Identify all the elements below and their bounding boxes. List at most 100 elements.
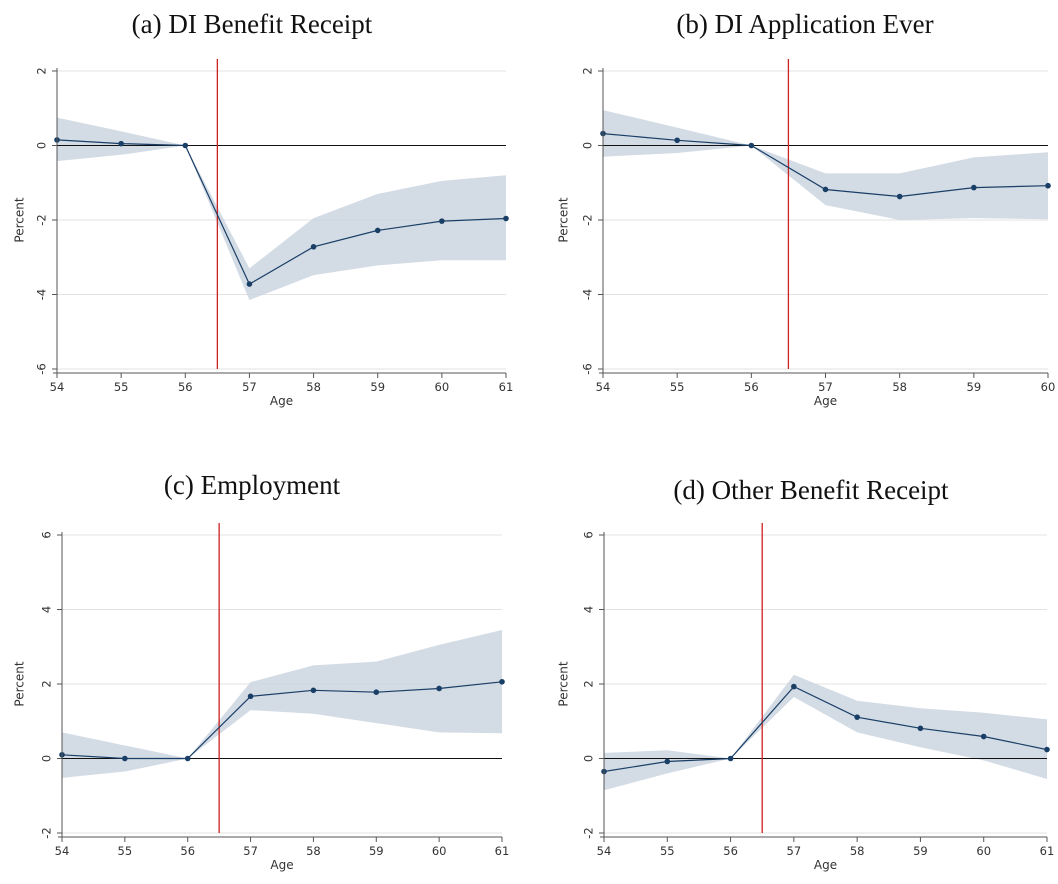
- x-tick-label: 57: [242, 380, 257, 394]
- confidence-band: [62, 630, 502, 778]
- panel-0: (a) DI Benefit Receipt -6 -4 -2 0 2 54 55 56 57 58…: [13, 9, 514, 408]
- estimate-point: [118, 140, 124, 147]
- estimate-point: [373, 689, 380, 695]
- x-tick-label: 60: [435, 380, 450, 394]
- estimate-point: [1044, 746, 1050, 753]
- x-tick-label: 57: [787, 844, 802, 858]
- y-tick-label: 6: [40, 531, 54, 538]
- y-tick-label: 2: [582, 680, 596, 687]
- confidence-band: [603, 110, 1048, 220]
- panel-title: (c) Employment: [164, 470, 341, 500]
- estimate-point: [980, 733, 987, 740]
- estimate-point: [247, 693, 254, 700]
- y-axis-label: Percent: [13, 661, 27, 706]
- x-tick-label: 55: [114, 380, 129, 394]
- x-tick-label: 54: [596, 380, 611, 394]
- panel-2: (c) Employment -2 0 2 4 6 54 55 56 57 58 59 60 61 Age P…: [13, 470, 510, 872]
- estimate-point: [896, 193, 903, 200]
- y-tick-label: -2: [582, 827, 596, 838]
- estimate-point: [1045, 182, 1051, 189]
- x-tick-label: 59: [967, 380, 982, 394]
- estimate-point: [822, 186, 829, 193]
- y-tick-label: 4: [582, 606, 596, 613]
- estimate-point: [310, 244, 317, 250]
- x-tick-label: 59: [369, 844, 384, 858]
- estimate-point: [674, 137, 680, 144]
- y-tick-label: 6: [582, 531, 596, 538]
- y-tick-label: -2: [35, 214, 49, 225]
- x-tick-label: 57: [243, 844, 258, 858]
- estimate-point: [182, 142, 189, 149]
- confidence-band: [57, 117, 506, 301]
- y-axis-label: Percent: [13, 197, 27, 242]
- x-tick-label: 56: [180, 844, 195, 858]
- x-tick-label: 56: [723, 844, 738, 858]
- x-tick-label: 60: [1041, 380, 1056, 394]
- x-tick-label: 58: [850, 844, 865, 858]
- x-tick-label: 55: [118, 844, 133, 858]
- x-tick-label: 56: [178, 380, 193, 394]
- estimate-line: [61, 681, 503, 760]
- panel-1: (b) DI Application Ever -6 -4 -2 0 2 54 55 56 57 5…: [557, 9, 1056, 408]
- x-tick-label: 54: [597, 844, 612, 858]
- y-tick-label: 0: [40, 755, 54, 762]
- estimate-point: [791, 683, 797, 690]
- estimate-point: [436, 685, 442, 692]
- y-axis-label: Percent: [557, 661, 571, 706]
- x-axis-label: Age: [270, 858, 293, 872]
- x-tick-label: 58: [892, 380, 907, 394]
- y-tick-label: 4: [40, 606, 54, 613]
- x-tick-label: 55: [670, 380, 685, 394]
- estimate-point: [499, 678, 505, 685]
- x-tick-label: 57: [818, 380, 833, 394]
- x-tick-label: 59: [370, 380, 385, 394]
- panel-title: (d) Other Benefit Receipt: [673, 475, 949, 505]
- estimate-point: [917, 725, 924, 732]
- y-tick-label: -2: [40, 827, 54, 838]
- x-tick-label: 59: [913, 844, 928, 858]
- estimate-point: [971, 184, 977, 191]
- estimate-point: [748, 142, 755, 149]
- x-tick-label: 56: [744, 380, 759, 394]
- x-tick-label: 58: [306, 380, 321, 394]
- x-tick-label: 61: [499, 380, 514, 394]
- x-axis-label: Age: [270, 394, 293, 408]
- y-tick-label: 0: [582, 755, 596, 762]
- estimate-point: [374, 227, 381, 234]
- y-tick-label: 2: [35, 67, 49, 74]
- estimate-point: [439, 218, 445, 224]
- y-tick-label: -4: [581, 289, 595, 300]
- y-tick-label: -6: [581, 363, 595, 374]
- estimate-point: [310, 687, 317, 694]
- x-tick-label: 55: [660, 844, 675, 858]
- x-tick-label: 54: [50, 380, 65, 394]
- panel-title: (a) DI Benefit Receipt: [132, 9, 373, 39]
- confidence-band: [604, 674, 1047, 791]
- estimate-point: [122, 755, 128, 762]
- estimate-point: [727, 755, 734, 762]
- y-tick-label: 0: [35, 142, 49, 149]
- y-tick-label: -2: [581, 214, 595, 225]
- panel-3: (d) Other Benefit Receipt -2 0 2 4 6 54 55 56 57 5…: [557, 475, 1055, 872]
- estimate-line: [56, 139, 507, 285]
- estimate-point: [246, 281, 253, 287]
- estimate-point: [664, 758, 671, 765]
- estimate-line: [603, 685, 1048, 773]
- estimate-point: [503, 215, 509, 222]
- x-tick-label: 60: [976, 844, 991, 858]
- x-tick-label: 61: [1040, 844, 1055, 858]
- y-tick-label: 2: [40, 680, 54, 687]
- y-tick-label: -6: [35, 363, 49, 374]
- x-tick-label: 61: [495, 844, 510, 858]
- x-tick-label: 54: [55, 844, 70, 858]
- y-tick-label: 0: [581, 142, 595, 149]
- x-axis-label: Age: [814, 858, 837, 872]
- estimate-point: [854, 714, 860, 720]
- y-tick-label: -4: [35, 289, 49, 300]
- x-tick-label: 58: [306, 844, 321, 858]
- estimate-point: [184, 755, 191, 762]
- x-tick-label: 60: [432, 844, 447, 858]
- x-axis-label: Age: [814, 394, 837, 408]
- panel-title: (b) DI Application Ever: [676, 9, 933, 39]
